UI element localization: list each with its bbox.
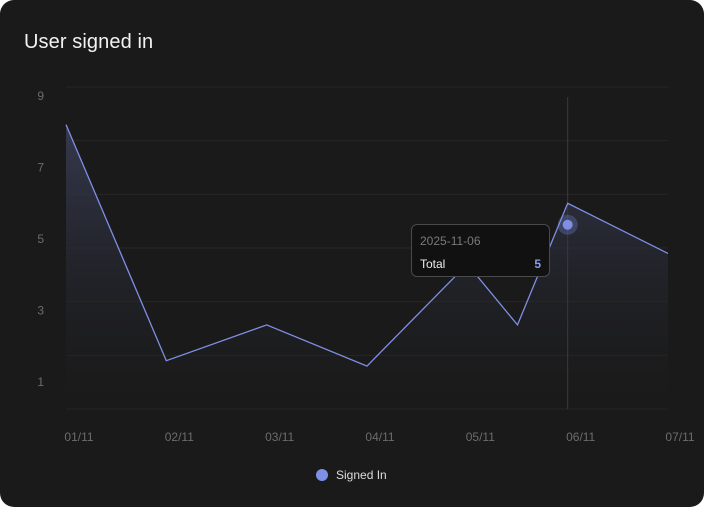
- x-tick-label: 03/11: [265, 430, 294, 444]
- tooltip-value: 5: [534, 257, 541, 271]
- tooltip-date: 2025-11-06: [420, 234, 481, 248]
- tooltip-label: Total: [420, 257, 446, 271]
- highlight-point: [562, 219, 573, 230]
- y-tick-label: 9: [37, 89, 44, 103]
- legend-label: Signed In: [336, 468, 387, 482]
- x-tick-label: 01/11: [64, 430, 93, 444]
- x-tick-label: 06/11: [566, 430, 595, 444]
- legend[interactable]: Signed In: [316, 468, 387, 482]
- y-axis: 9 7 5 3 1: [37, 89, 44, 389]
- y-tick-label: 5: [37, 232, 44, 246]
- area-fill: [66, 124, 668, 409]
- legend-swatch: [316, 469, 328, 481]
- series-polyline: [65, 124, 669, 367]
- y-tick-label: 1: [37, 375, 44, 389]
- chart-title: User signed in: [24, 31, 154, 53]
- highlight-point-group: [557, 214, 578, 235]
- y-tick-label: 3: [37, 304, 44, 318]
- x-tick-label: 07/11: [665, 430, 694, 444]
- tooltip: 2025-11-06 Total 5: [411, 224, 550, 277]
- series-line: [65, 124, 669, 367]
- x-axis: 01/11 02/11 03/11 04/11 05/11 06/11 07/11: [64, 430, 694, 444]
- x-tick-label: 02/11: [165, 430, 194, 444]
- area-path: [66, 124, 668, 409]
- x-tick-label: 05/11: [466, 430, 495, 444]
- x-tick-label: 04/11: [365, 430, 394, 444]
- y-tick-label: 7: [37, 161, 44, 175]
